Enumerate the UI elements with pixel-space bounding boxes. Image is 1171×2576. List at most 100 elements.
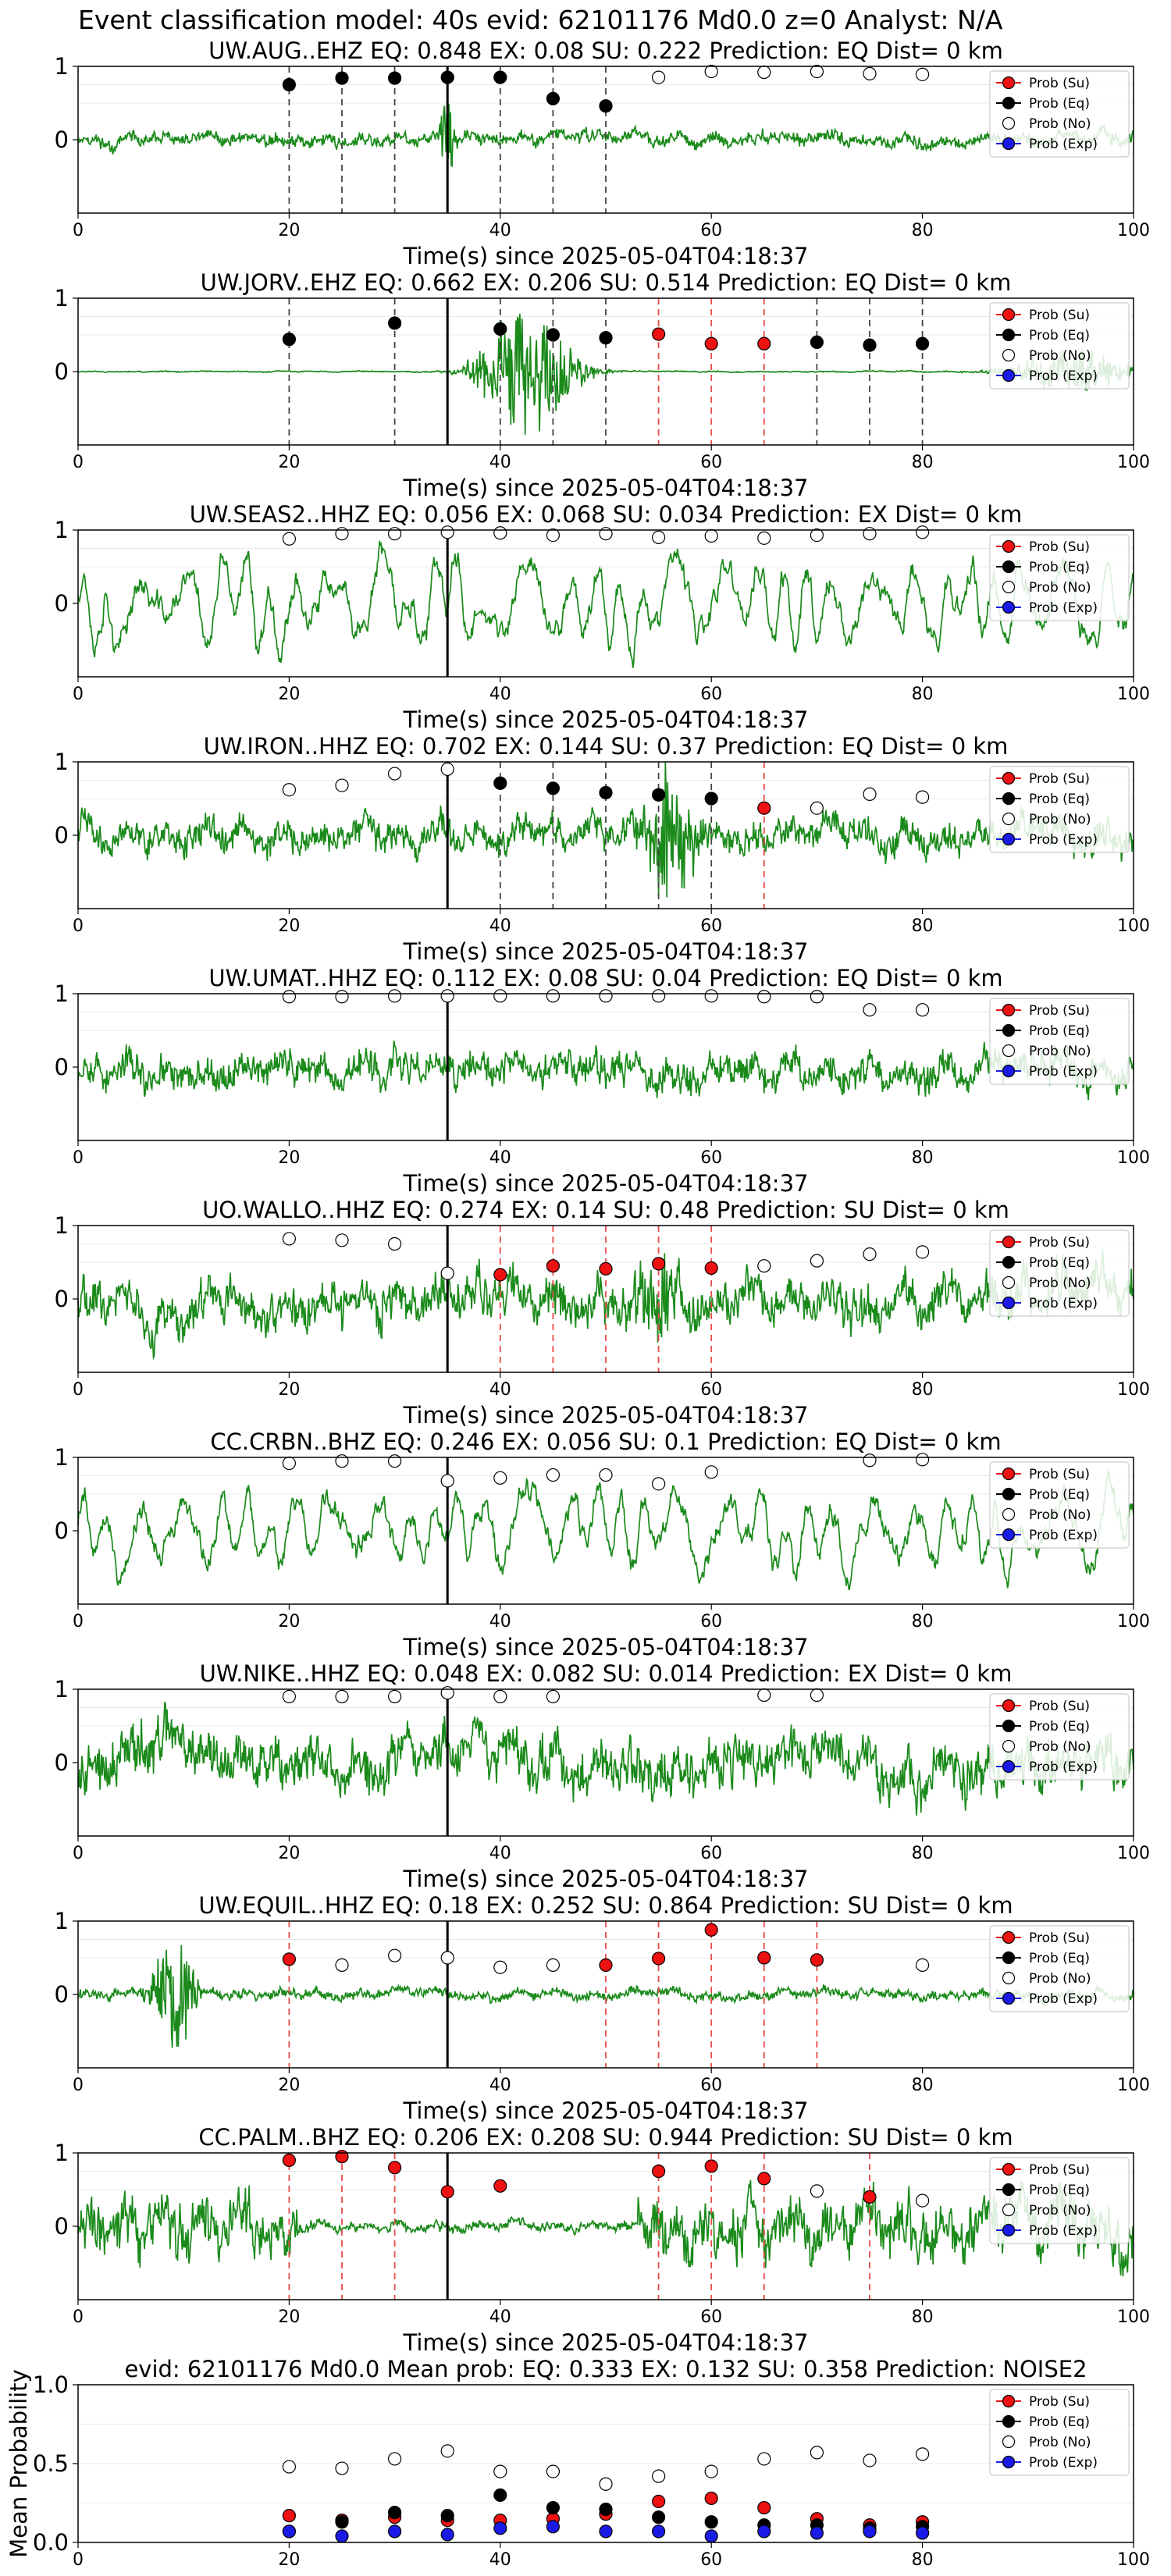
panel7-xtick-label: 100 (1117, 1612, 1150, 1631)
panel1-prob-marker (282, 77, 296, 92)
panel11-xtick-label: 20 (278, 2550, 300, 2570)
panel7-prob-marker (704, 1465, 718, 1479)
panel3-title: UW.SEAS2..HHZ EQ: 0.056 EX: 0.068 SU: 0.… (190, 501, 1023, 528)
panel7-xtick-label: 40 (489, 1612, 511, 1631)
panel8-ytick-label: 0 (55, 1749, 69, 1776)
panel11-mean-marker-exp (493, 2521, 507, 2535)
panel7-prob-marker (546, 1468, 561, 1482)
panel1-prob-marker (863, 66, 877, 81)
panel2-ytick-label: 0 (55, 358, 69, 385)
panel2-legend-marker-exp (1002, 368, 1016, 382)
panel11-frame (77, 2384, 1134, 2543)
panel10-prob-marker (651, 2164, 666, 2179)
panel1-legend-marker-su (1002, 76, 1016, 90)
panel9-legend-box (989, 1925, 1130, 2012)
panel2-prob-marker (282, 333, 296, 347)
panel10-ytick-label: 0 (55, 2213, 69, 2240)
panel7-xlabel: Time(s) since 2025-05-04T04:18:37 (403, 1634, 809, 1660)
panel11-mean-marker-exp (282, 2524, 296, 2539)
panel2-xtick-label: 60 (700, 453, 722, 472)
figure-title: Event classification model: 40s evid: 62… (78, 5, 1003, 35)
panel7-frame (77, 1457, 1134, 1605)
panel8-prob-marker (757, 1688, 771, 1703)
panel2-xtick-label: 40 (489, 453, 511, 472)
panel5-waveform (77, 1040, 1134, 1101)
panel6-legend-label-eq: Prob (Eq) (1029, 1255, 1090, 1271)
panel5-legend-marker-eq (1002, 1023, 1016, 1037)
panel8-prob-marker (388, 1689, 402, 1703)
panel7-legend-marker-exp (1002, 1528, 1016, 1542)
panel2-prob-marker (810, 335, 824, 349)
panel2-legend-label-eq: Prob (Eq) (1029, 328, 1090, 343)
panel3-xtick-label: 40 (489, 685, 511, 704)
panel5-xlabel: Time(s) since 2025-05-04T04:18:37 (403, 1170, 809, 1197)
panel3-prob-marker (440, 525, 454, 539)
panel9-legend-marker-no (1002, 1971, 1016, 1985)
panel11-mean-marker-exp (810, 2526, 824, 2540)
panel10-prob-marker (915, 2194, 930, 2208)
panel11-mean-marker-no (335, 2461, 349, 2475)
panel11-mean-marker-exp (915, 2526, 930, 2540)
panel1-prob-marker (335, 71, 349, 85)
panel10-legend-marker-no (1002, 2203, 1016, 2217)
panel6-xtick-label: 100 (1117, 1380, 1150, 1400)
panel8-legend-marker-exp (1002, 1759, 1016, 1774)
panel1-legend-marker-no (1002, 116, 1016, 130)
panel4-ytick-label: 0 (55, 822, 69, 849)
panel6-prob-marker (493, 1268, 507, 1282)
panel10-legend-marker-eq (1002, 2183, 1016, 2197)
panel10-xtick-label: 20 (278, 2307, 300, 2327)
panel1-xlabel: Time(s) since 2025-05-04T04:18:37 (403, 243, 809, 269)
panel11-xtick-label: 0 (73, 2550, 84, 2570)
panel4-xtick-label: 40 (489, 916, 511, 936)
panel-uw-seas2-hhz: UW.SEAS2..HHZ EQ: 0.056 EX: 0.068 SU: 0.… (55, 501, 1150, 733)
panel10-prob-marker (493, 2179, 507, 2193)
panel4-prob-marker (335, 778, 349, 792)
panel9-ytick-label: 0 (55, 1981, 69, 2008)
panel1-xtick-label: 100 (1117, 221, 1150, 240)
panel2-legend-marker-eq (1002, 328, 1016, 342)
panel7-prob-marker (599, 1468, 613, 1482)
panel2-legend-marker-su (1002, 308, 1016, 322)
panel9-prob-marker (440, 1951, 454, 1965)
panel2-xtick-label: 100 (1117, 453, 1150, 472)
panel9-legend-label-no: Prob (No) (1029, 1971, 1091, 1987)
panel11-mean-marker-no (863, 2453, 877, 2467)
panel5-prob-marker (493, 989, 507, 1003)
panel6-xtick-label: 20 (278, 1380, 300, 1400)
panel3-waveform (77, 540, 1134, 668)
panel10-prob-marker (440, 2185, 454, 2199)
panel4-legend-marker-su (1002, 771, 1016, 785)
panel4-xtick-label: 0 (73, 916, 84, 936)
panel4-ytick-label: 1 (55, 749, 69, 775)
panel10-prob-marker (704, 2159, 718, 2173)
panel11-ylabel: Mean Probability (5, 2369, 32, 2558)
panel4-prob-marker (388, 767, 402, 781)
panel3-xtick-label: 100 (1117, 685, 1150, 704)
panel5-xtick-label: 0 (73, 1148, 84, 1168)
panel11-mean-marker-no (704, 2464, 718, 2478)
panel11-mean-marker-eq (651, 2510, 666, 2524)
panel3-xtick-label: 60 (700, 685, 722, 704)
panel1-waveform (77, 104, 1134, 168)
panel1-legend-label-eq: Prob (Eq) (1029, 96, 1090, 112)
panel11-legend-label-exp: Prob (Exp) (1029, 2455, 1098, 2471)
panel7-title: CC.CRBN..BHZ EQ: 0.246 EX: 0.056 SU: 0.1… (210, 1429, 1001, 1455)
panel6-ytick-label: 1 (55, 1212, 69, 1239)
panel6-prob-marker (335, 1233, 349, 1247)
panel5-title: UW.UMAT..HHZ EQ: 0.112 EX: 0.08 SU: 0.04… (208, 965, 1002, 991)
panel2-ytick-label: 1 (55, 285, 69, 311)
panel11-ytick-label: 0.0 (33, 2529, 69, 2556)
panel6-prob-marker (757, 1259, 771, 1273)
panel5-xtick-label: 20 (278, 1148, 300, 1168)
panel9-legend-marker-eq (1002, 1951, 1016, 1965)
panel11-mean-marker-su (704, 2491, 718, 2506)
panel3-legend-label-su: Prob (Su) (1029, 539, 1090, 555)
panel2-prob-marker (757, 336, 771, 350)
panel9-prob-marker (546, 1958, 561, 1972)
panel1-prob-marker (546, 91, 561, 105)
panel3-legend-marker-exp (1002, 600, 1016, 614)
panel5-legend-marker-exp (1002, 1064, 1016, 1078)
panel9-prob-marker (651, 1952, 666, 1966)
panel4-prob-marker (493, 776, 507, 790)
